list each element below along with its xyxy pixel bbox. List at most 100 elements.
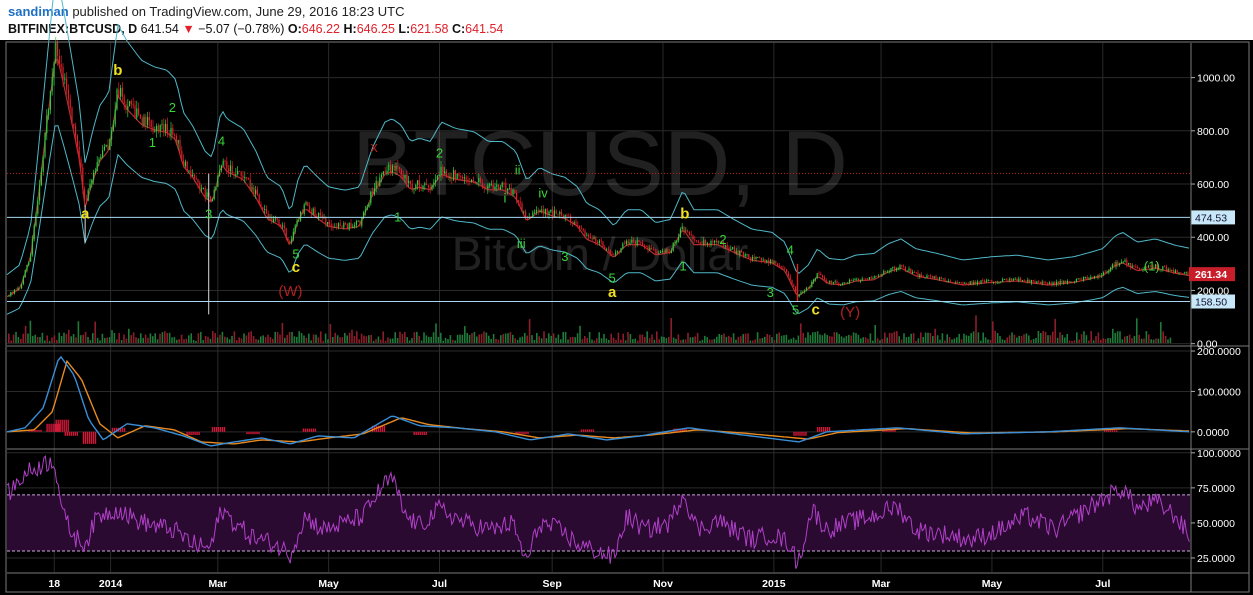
- candle-body: [501, 182, 503, 187]
- candle-body: [1088, 278, 1090, 280]
- volume-bar: [785, 334, 788, 343]
- candle-body: [930, 275, 932, 277]
- macd-histogram-bar: [217, 427, 220, 432]
- macd-histogram-bar: [818, 427, 821, 432]
- candle-body: [559, 211, 561, 215]
- candle-body: [714, 240, 716, 243]
- candle-body: [1032, 280, 1034, 282]
- volume-bar: [778, 332, 780, 343]
- macd-histogram-bar: [64, 431, 66, 436]
- volume-bar: [1128, 334, 1131, 343]
- candle-body: [264, 209, 266, 210]
- candle-body: [328, 222, 330, 224]
- volume-bar: [24, 325, 27, 343]
- candle-body: [404, 174, 406, 179]
- candle-body: [129, 101, 131, 106]
- volume-bar: [20, 338, 22, 343]
- volume-bar: [425, 335, 428, 343]
- volume-bar: [1116, 331, 1119, 343]
- x-tick-label: 18: [48, 578, 60, 590]
- wave-label: 1: [394, 209, 401, 224]
- macd-histogram-bar: [211, 427, 214, 432]
- volume-bar: [612, 337, 615, 343]
- candle-body: [85, 199, 87, 201]
- candle-body: [258, 194, 260, 205]
- candle-body: [1147, 265, 1149, 268]
- candle-body: [201, 188, 203, 190]
- candle-body: [989, 280, 991, 281]
- volume-bar: [759, 338, 761, 343]
- candle-body: [265, 209, 267, 214]
- candle-body: [298, 220, 300, 222]
- symbol-title[interactable]: BITFINEX:BTCUSD, D: [8, 22, 138, 36]
- volume-bar: [972, 331, 975, 343]
- candle-body: [872, 278, 874, 279]
- macd-histogram-bar: [1104, 430, 1106, 432]
- volume-bar: [1020, 335, 1023, 343]
- macd-histogram-bar: [34, 429, 36, 432]
- volume-bar: [101, 333, 104, 343]
- x-tick-label: Jul: [1095, 578, 1110, 590]
- volume-bar: [833, 332, 836, 343]
- candle-body: [424, 183, 426, 186]
- wave-label: 5: [792, 302, 799, 317]
- volume-bar: [970, 333, 972, 343]
- candle-body: [1034, 281, 1036, 284]
- wave-label: x: [370, 139, 378, 156]
- candle-body: [1065, 280, 1067, 284]
- candle-body: [701, 243, 703, 245]
- volume-bar: [468, 335, 471, 343]
- candle-body: [953, 282, 955, 284]
- candle-body: [453, 170, 455, 180]
- candle-body: [373, 188, 375, 195]
- candle-body: [226, 161, 228, 169]
- candle-body: [690, 234, 692, 236]
- author-link[interactable]: sandiman: [8, 4, 69, 19]
- macd-histogram-bar: [310, 428, 313, 432]
- volume-bar: [12, 334, 15, 343]
- x-tick-label: 2014: [99, 578, 123, 590]
- candle-body: [229, 165, 231, 172]
- volume-bar: [682, 339, 684, 343]
- candle-body: [341, 226, 343, 228]
- macd-histogram-bar: [803, 431, 805, 436]
- candle-body: [669, 252, 671, 254]
- macd-histogram-bar: [56, 423, 58, 432]
- candle-body: [357, 220, 359, 222]
- volume-bar: [790, 338, 792, 343]
- candle-body: [138, 108, 140, 115]
- candle-body: [186, 161, 188, 172]
- candle-body: [863, 278, 865, 280]
- price-tick-label: 200.00: [1197, 285, 1229, 297]
- candle-body: [624, 243, 626, 245]
- volume-bar: [555, 337, 557, 343]
- volume-bar: [264, 337, 267, 343]
- candle-body: [1000, 281, 1002, 283]
- candle-body: [825, 280, 827, 283]
- candle-body: [30, 254, 32, 262]
- volume-bar: [982, 332, 984, 343]
- candle-body: [1036, 281, 1038, 284]
- volume-bar: [476, 336, 478, 343]
- volume-bar: [1095, 336, 1097, 343]
- volume-bar: [531, 335, 533, 343]
- volume-bar: [560, 339, 562, 343]
- candle-body: [438, 175, 440, 176]
- candle-body: [859, 279, 861, 282]
- volume-bar: [924, 332, 927, 343]
- volume-bar: [533, 340, 536, 343]
- candle-body: [94, 171, 96, 173]
- candle-body: [1072, 281, 1074, 283]
- candle-body: [589, 236, 591, 238]
- volume-bar: [209, 338, 212, 343]
- macd-histogram-bar: [213, 427, 216, 432]
- volume-bar: [596, 338, 598, 343]
- candle-body: [1050, 282, 1052, 285]
- candle-body: [444, 171, 446, 174]
- candle-body: [550, 209, 552, 212]
- candle-body: [1158, 268, 1160, 270]
- candle-body: [237, 170, 239, 174]
- volume-bar: [1056, 337, 1059, 343]
- volume-bar: [941, 333, 944, 343]
